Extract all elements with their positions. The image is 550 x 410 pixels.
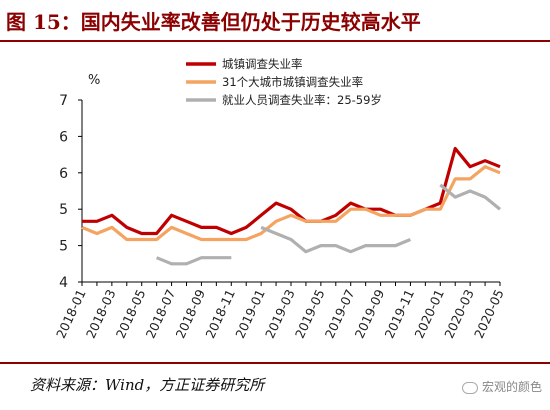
y-axis-unit-label: % (88, 73, 100, 88)
y-tick-label: 5 (59, 202, 68, 218)
series-lines (81, 146, 502, 266)
x-tick-label: 2020-05 (471, 287, 507, 341)
title-bar: 图 15：国内失业率改善但仍处于历史较高水平 (0, 0, 550, 42)
series-line-3 (155, 183, 502, 266)
watermark-text: 宏观的颜色 (481, 380, 542, 394)
source-note: 资料来源：Wind，方正证券研究所 (30, 376, 265, 394)
y-tick-label: 4 (59, 275, 68, 291)
legend-label-2: 31个大城市城镇调查失业率 (222, 75, 363, 89)
footer: 资料来源：Wind，方正证券研究所 宏观的颜色 (0, 362, 550, 410)
watermark: 宏观的颜色 (461, 378, 542, 395)
legend-label-1: 城镇调查失业率 (222, 57, 303, 71)
axes: %4556672018-012018-032018-052018-072018-… (53, 73, 507, 341)
chart-title: 图 15：国内失业率改善但仍处于历史较高水平 (6, 10, 421, 34)
y-tick-label: 6 (59, 129, 68, 145)
wechat-icon (461, 381, 478, 394)
line-chart: %4556672018-012018-032018-052018-072018-… (53, 57, 507, 341)
series-line-1 (82, 146, 501, 236)
series-line-2 (81, 165, 501, 242)
y-tick-label: 7 (59, 93, 68, 109)
y-tick-label: 5 (59, 239, 68, 255)
legend-label-3: 就业人员调查失业率：25-59岁 (222, 93, 382, 107)
y-tick-label: 6 (59, 166, 68, 182)
